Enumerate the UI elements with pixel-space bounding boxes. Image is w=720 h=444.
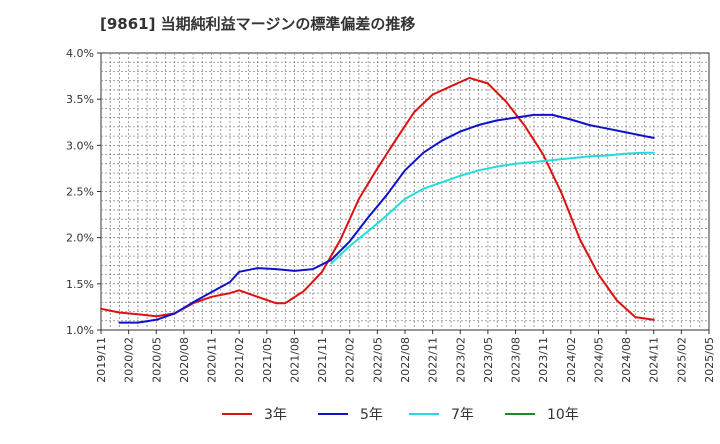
x-tick-label: 2019/11: [95, 337, 108, 383]
x-tick-label: 2024/08: [620, 337, 633, 383]
x-tick-label: 2021/08: [288, 337, 301, 383]
series-line-0: [100, 76, 655, 321]
x-tick-label: 2021/05: [261, 337, 274, 383]
y-tick-label: 2.0%: [66, 232, 94, 245]
x-tick-label: 2025/02: [675, 337, 688, 383]
x-tick-label: 2020/02: [123, 337, 136, 383]
y-tick-label: 4.0%: [66, 47, 94, 60]
x-tick-label: 2023/11: [537, 337, 550, 383]
y-tick-label: 1.5%: [66, 278, 94, 291]
x-tick-label: 2021/02: [233, 337, 246, 383]
legend-label-0: 3年: [264, 407, 287, 423]
y-tick-label: 1.0%: [66, 324, 94, 337]
grid: [100, 52, 710, 331]
x-tick-label: 2022/05: [371, 337, 384, 383]
legend-label-1: 5年: [360, 407, 383, 423]
x-tick-label: 2023/02: [454, 337, 467, 383]
x-tick-label: 2024/05: [592, 337, 605, 383]
series-line-1: [118, 113, 655, 324]
x-tick-label: 2023/08: [510, 337, 523, 383]
x-axis: 2019/11 2020/02 2020/05 2020/08 2020/11 2021/…: [95, 330, 716, 383]
x-tick-label: 2025/05: [703, 337, 716, 383]
x-tick-label: 2020/08: [178, 337, 191, 383]
series-lines: [100, 76, 655, 324]
x-tick-label: 2021/11: [316, 337, 329, 383]
chart-title: [9861] 当期純利益マージンの標準偏差の推移: [100, 15, 416, 33]
y-tick-label: 2.5%: [66, 186, 94, 199]
x-tick-label: 2024/11: [648, 337, 661, 383]
legend: 3年 5年 7年 10年: [222, 407, 579, 423]
x-tick-label: 2023/05: [482, 337, 495, 383]
x-tick-label: 2022/02: [344, 337, 357, 383]
x-tick-label: 2022/11: [427, 337, 440, 383]
x-tick-label: 2020/05: [150, 337, 163, 383]
series-line-2: [330, 151, 655, 265]
legend-label-2: 7年: [451, 407, 474, 423]
x-tick-label: 2024/02: [565, 337, 578, 383]
x-tick-label: 2020/11: [206, 337, 219, 383]
x-tick-label: 2022/08: [399, 337, 412, 383]
y-tick-label: 3.5%: [66, 93, 94, 106]
y-tick-label: 3.0%: [66, 139, 94, 152]
y-axis: 1.0% 1.5% 2.0% 2.5% 3.0% 3.5% 4.0%: [66, 47, 101, 337]
legend-label-3: 10年: [547, 407, 579, 423]
